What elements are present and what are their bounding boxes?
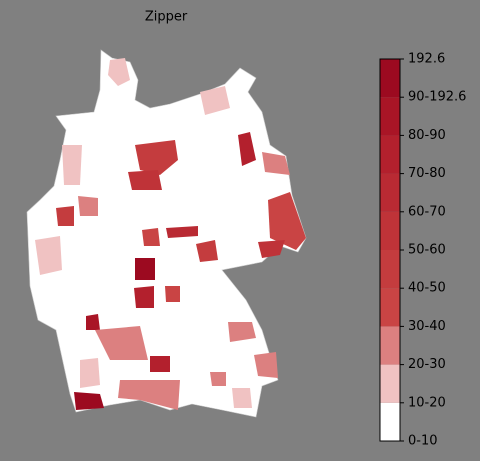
district <box>74 392 104 410</box>
colorbar-band <box>380 364 400 403</box>
district <box>56 206 74 226</box>
colorbar-band <box>380 211 400 250</box>
colorbar-band <box>380 250 400 289</box>
district <box>118 380 180 410</box>
colorbar: 0-10 10-20 20-30 30-40 40-50 50-60 60-70 70-80 8… <box>379 52 466 449</box>
map-title: Zipper <box>145 10 188 25</box>
district <box>200 86 230 115</box>
district <box>228 322 256 342</box>
colorbar-label: 90-192.6 <box>408 90 466 105</box>
district <box>108 58 130 86</box>
colorbar-label: 10-20 <box>408 395 446 410</box>
district <box>80 358 100 388</box>
district <box>258 240 285 258</box>
colorbar-band <box>380 59 400 98</box>
colorbar-band <box>380 402 400 441</box>
colorbar-band <box>380 173 400 212</box>
district <box>254 352 278 378</box>
district <box>232 388 252 408</box>
district <box>135 140 178 175</box>
district <box>86 314 100 330</box>
colorbar-label: 30-40 <box>408 319 446 334</box>
district <box>128 170 162 190</box>
district <box>62 145 82 185</box>
colorbar-band <box>380 326 400 365</box>
district <box>134 286 154 308</box>
district <box>142 228 160 246</box>
colorbar-band <box>380 97 400 136</box>
colorbar-band <box>380 288 400 327</box>
district-fills <box>35 58 306 410</box>
district <box>166 226 198 238</box>
district <box>78 196 98 216</box>
district <box>165 286 180 302</box>
colorbar-label: 70-80 <box>408 166 446 181</box>
colorbar-label: 0-10 <box>408 434 438 449</box>
colorbar-label: 40-50 <box>408 281 446 296</box>
district <box>135 258 155 280</box>
district <box>268 192 306 250</box>
colorbar-label: 80-90 <box>408 128 446 143</box>
colorbar-label: 60-70 <box>408 204 446 219</box>
district <box>35 236 62 275</box>
colorbar-label: 50-60 <box>408 243 446 258</box>
district <box>150 356 170 372</box>
colorbar-band <box>380 135 400 174</box>
colorbar-label: 192.6 <box>408 52 445 67</box>
colorbar-label: 20-30 <box>408 357 446 372</box>
district <box>95 326 148 360</box>
district <box>196 240 218 262</box>
district <box>262 152 290 175</box>
germany-map <box>26 49 307 418</box>
district <box>238 132 256 166</box>
district <box>210 372 226 386</box>
